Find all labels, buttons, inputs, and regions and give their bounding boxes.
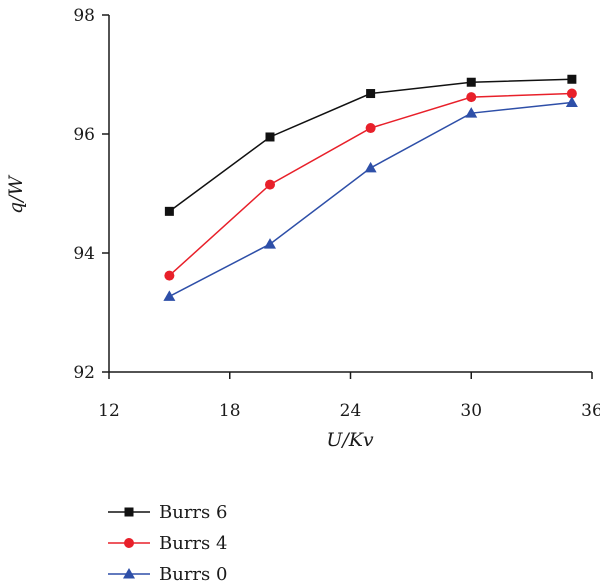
data-point <box>164 206 174 216</box>
y-tick-label: 94 <box>73 244 95 264</box>
legend-item: Burrs 0 <box>108 564 227 585</box>
y-tick-label: 92 <box>73 363 95 383</box>
data-point <box>365 123 376 134</box>
data-point <box>465 107 478 118</box>
legend-marker <box>124 507 134 517</box>
axes <box>108 15 592 373</box>
data-point <box>265 179 275 190</box>
data-point <box>364 161 377 173</box>
legend-marker <box>124 538 134 548</box>
legend: Burrs 6 Burrs 4 Burrs 0 <box>108 502 227 585</box>
x-tick-label: 18 <box>219 401 241 421</box>
y-axis-title: q/W <box>5 174 27 214</box>
axis-tick-labels: 12 18 24 30 36 92 94 96 98 <box>73 6 600 421</box>
legend-label: Burrs 4 <box>159 533 227 554</box>
series-burrs-6 <box>164 74 577 216</box>
legend-item: Burrs 4 <box>108 533 227 554</box>
data-point <box>466 77 476 87</box>
x-tick-label: 30 <box>460 401 482 421</box>
data-point <box>164 270 175 281</box>
legend-label: Burrs 0 <box>159 564 227 585</box>
legend-label: Burrs 6 <box>159 502 227 523</box>
y-tick-label: 98 <box>73 6 95 26</box>
x-tick-label: 36 <box>581 401 600 421</box>
legend-item: Burrs 6 <box>108 502 227 523</box>
series-line <box>168 92 572 277</box>
data-point <box>264 238 276 249</box>
data-point <box>567 74 577 84</box>
data-point <box>566 88 577 99</box>
data-point <box>366 89 376 99</box>
series-burrs-0 <box>163 96 578 301</box>
series-burrs-4 <box>164 88 577 281</box>
data-point <box>265 132 275 142</box>
x-tick-label: 24 <box>340 401 362 421</box>
series-layer <box>163 74 578 301</box>
data-point <box>163 290 176 301</box>
data-point <box>466 92 477 103</box>
axis-ticks <box>102 14 593 379</box>
series-line <box>168 78 572 212</box>
y-tick-label: 96 <box>73 125 95 145</box>
x-tick-label: 12 <box>98 401 120 421</box>
x-axis-title: U/Kv <box>326 429 374 451</box>
data-point <box>565 96 578 107</box>
legend-marker <box>123 568 135 579</box>
